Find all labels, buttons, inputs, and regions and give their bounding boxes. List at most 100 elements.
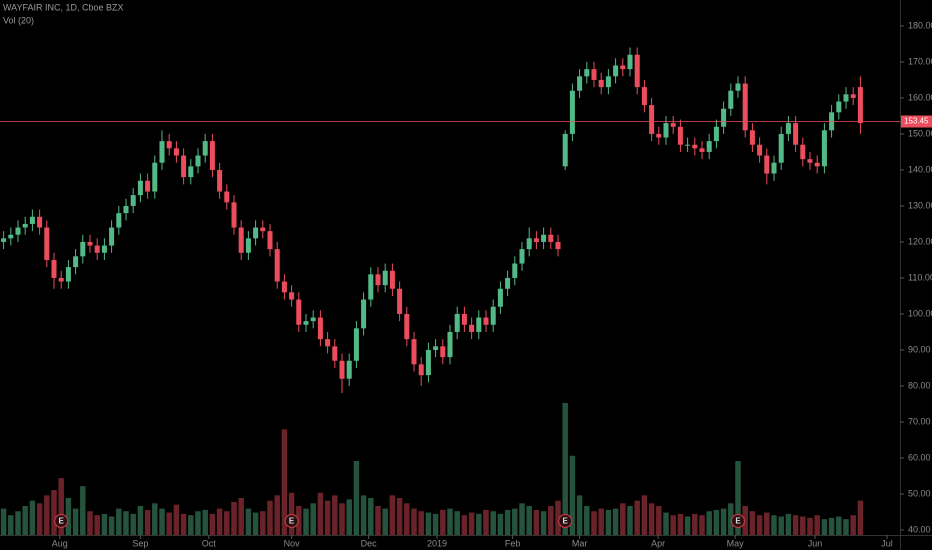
candle-layer <box>1 47 863 394</box>
volume-bar <box>8 515 14 535</box>
volume-bar <box>418 511 424 535</box>
candle-body <box>94 245 100 253</box>
x-tick-label: Feb <box>505 538 521 548</box>
candle-body <box>29 216 35 224</box>
earnings-label: E <box>563 517 569 526</box>
volume-bar <box>468 512 475 535</box>
volume-bar <box>828 517 835 535</box>
volume-bar <box>166 512 172 535</box>
x-tick-label: Oct <box>202 538 217 548</box>
candle-body <box>562 133 568 167</box>
volume-bar <box>425 512 432 535</box>
volume-bar <box>756 515 763 535</box>
earnings-marker <box>284 513 299 529</box>
candle-body <box>569 90 575 134</box>
volume-bar <box>15 511 21 535</box>
candle-body <box>267 231 273 250</box>
x-tick-label: Apr <box>651 538 665 548</box>
candle-body <box>749 130 755 145</box>
volume-bar <box>641 495 648 535</box>
candle-body <box>469 324 475 332</box>
y-tick-label: 50.00 <box>908 488 931 498</box>
volume-bar <box>720 508 727 535</box>
volume-bar <box>605 509 612 535</box>
candle-body <box>202 141 208 156</box>
y-tick-label: 140.00 <box>908 164 932 174</box>
volume-bar <box>80 486 86 535</box>
candle-body <box>51 259 57 278</box>
candle-body <box>447 331 453 358</box>
candle-body <box>339 360 345 379</box>
volume-bar <box>72 508 79 535</box>
volume-bar <box>202 509 208 535</box>
volume-bar <box>584 505 590 535</box>
candle-body <box>325 339 331 347</box>
last-price-box <box>901 115 932 128</box>
volume-bar <box>497 513 504 535</box>
volume-bar <box>677 513 684 535</box>
candle-body <box>526 238 532 250</box>
volume-bar <box>598 508 604 535</box>
volume-bar <box>245 508 252 535</box>
volume-bar <box>267 500 273 535</box>
volume-bar <box>216 508 223 535</box>
x-tick-label: Jun <box>808 538 823 548</box>
volume-bar <box>51 490 57 535</box>
volume-bar <box>699 515 705 535</box>
volume-bar <box>526 505 532 535</box>
volume-bar <box>821 519 828 535</box>
volume-bar <box>634 500 640 535</box>
candle-body <box>159 141 165 163</box>
volume-bar <box>735 461 741 535</box>
candle-body <box>87 241 93 246</box>
volume-bar <box>144 509 151 535</box>
candle-body <box>613 65 619 77</box>
candle-body <box>181 155 187 178</box>
x-tick-label: Mar <box>572 538 588 548</box>
volume-bar <box>771 515 777 535</box>
volume-bar <box>627 505 633 535</box>
candle-body <box>591 69 597 80</box>
candle-body <box>296 299 302 325</box>
candle-body <box>195 155 201 167</box>
volume-bar <box>382 508 388 535</box>
volume-bar <box>209 513 216 535</box>
volume-bar <box>612 508 619 535</box>
candle-body <box>173 148 179 156</box>
candle-body <box>404 313 410 340</box>
volume-bar <box>317 492 324 535</box>
candle-body <box>317 317 323 340</box>
candle-body <box>836 101 842 113</box>
candle-body <box>598 79 604 88</box>
candle-body <box>65 267 71 282</box>
volume-bar <box>713 509 720 535</box>
y-tick-label: 60.00 <box>908 452 931 462</box>
volume-bar <box>785 513 792 535</box>
x-tick-label: Aug <box>52 538 68 548</box>
volume-bar <box>512 508 518 535</box>
volume-bar <box>375 505 381 535</box>
y-tick-label: 150.00 <box>908 128 932 138</box>
candle-body <box>814 162 820 167</box>
volume-bar <box>346 499 352 535</box>
candle-body <box>166 141 172 149</box>
volume-bar <box>814 515 820 535</box>
candle-body <box>123 205 129 214</box>
volume-bar <box>310 503 316 535</box>
earnings-label: E <box>289 517 295 526</box>
candle-body <box>188 166 194 178</box>
volume-bar <box>339 503 345 535</box>
x-tick-label: Dec <box>361 538 378 548</box>
volume-bar <box>648 503 655 535</box>
volume-bar <box>670 515 676 535</box>
earnings-marker <box>558 513 573 529</box>
candle-body <box>677 126 683 145</box>
candle-body <box>649 105 655 134</box>
candle-body <box>670 123 676 127</box>
candle-body <box>15 227 21 235</box>
volume-bar <box>44 495 50 535</box>
candle-body <box>548 234 554 242</box>
volume-bar <box>180 513 187 535</box>
